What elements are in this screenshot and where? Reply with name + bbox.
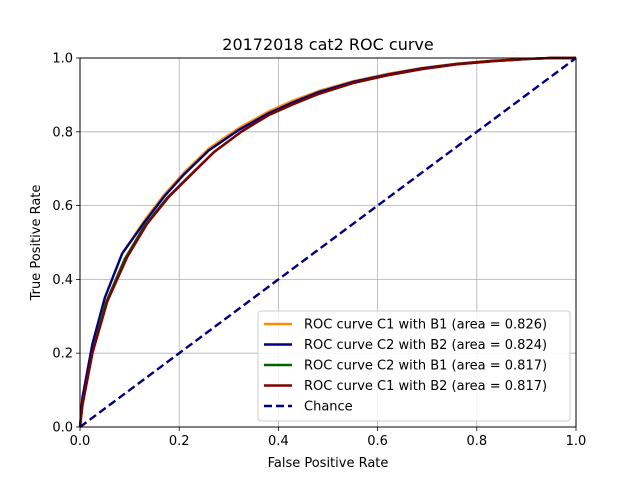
x-tick-label: 0.2	[169, 434, 190, 449]
legend-box	[257, 310, 571, 422]
x-tick-label: 0.4	[268, 434, 289, 449]
series-line-4	[79, 57, 577, 428]
y-tick-label: 0.2	[52, 347, 73, 362]
y-axis-label: True Positive Rate	[29, 185, 44, 302]
ticks: 0.0 0.2 0.4 0.6 0.8 1.0 0.0 0.2 0.4 0.6 0.8 1.0	[52, 52, 586, 450]
x-tick-label: 0.6	[367, 434, 388, 449]
y-tick-label: 1.0	[52, 52, 73, 67]
legend: ROC curve C1 with B1 (area = 0.826) ROC c…	[257, 310, 571, 422]
legend-label-2: ROC curve C2 with B1 (area = 0.817)	[304, 359, 547, 374]
y-tick-label: 0.4	[52, 273, 73, 288]
legend-label-1: ROC curve C2 with B2 (area = 0.824)	[304, 338, 547, 353]
x-tick-label: 0.0	[70, 434, 91, 449]
series-line-3	[78, 56, 576, 428]
y-tick-label: 0.6	[52, 199, 73, 214]
x-tick-label: 1.0	[566, 434, 587, 449]
x-axis-label: False Positive Rate	[268, 456, 389, 471]
legend-label-3: ROC curve C1 with B2 (area = 0.817)	[304, 379, 547, 394]
plot-frame	[79, 57, 577, 428]
y-tick-label: 0.0	[52, 421, 73, 436]
y-tick-label: 0.8	[52, 125, 73, 140]
x-tick-label: 0.8	[466, 434, 487, 449]
legend-label-0: ROC curve C1 with B1 (area = 0.826)	[304, 318, 547, 333]
chart-title: 20172018 cat2 ROC curve	[222, 35, 433, 54]
legend-label-4: Chance	[304, 400, 353, 415]
series-group	[78, 56, 577, 428]
